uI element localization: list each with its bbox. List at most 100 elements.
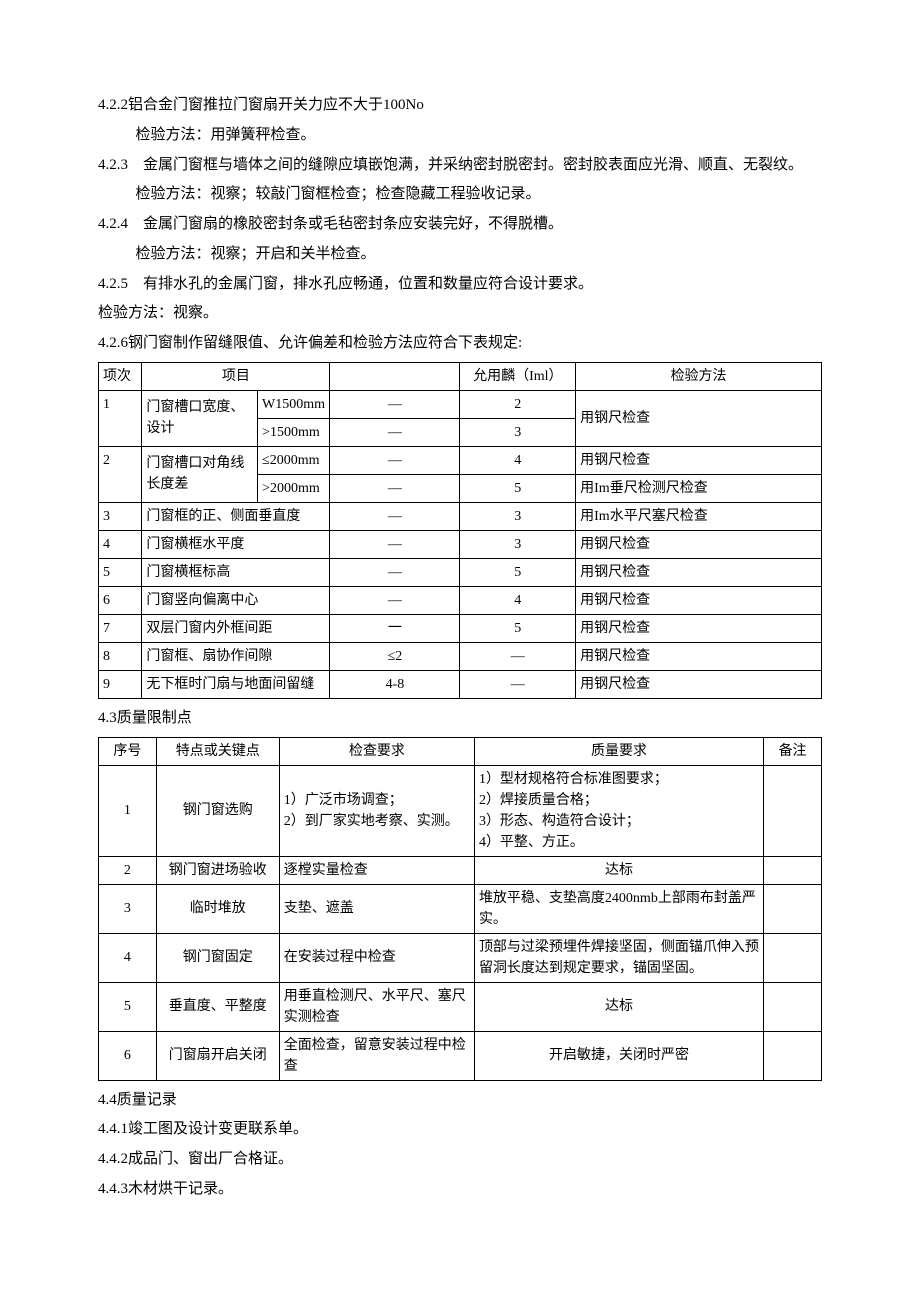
cell-note	[764, 884, 822, 933]
cell-key: 临时堆放	[156, 884, 279, 933]
cell-c4: 3	[460, 530, 576, 558]
cell-no: 6	[99, 1031, 157, 1080]
paragraph: 检验方法：视察；较敲门窗框检查；检查隐藏工程验收记录。	[98, 181, 822, 209]
cell-chk: 逐樘实量检查	[279, 856, 474, 884]
cell-no: 2	[99, 446, 142, 502]
cell-c4: 3	[460, 418, 576, 446]
table-row: 5 垂直度、平整度 用垂直检测尺、水平尺、塞尺实测检查 达标	[99, 982, 822, 1031]
cell-c4: 5	[460, 474, 576, 502]
cell-q: 开启敏捷，关闭时严密	[474, 1031, 763, 1080]
cell-key: 钢门窗进场验收	[156, 856, 279, 884]
control-point-table: 序号 特点或关键点 检查要求 质量要求 备注 1 钢门窗选购 1）广泛市场调查；…	[98, 737, 822, 1081]
cell-no: 7	[99, 614, 142, 642]
cell-no: 3	[99, 502, 142, 530]
cell-method: 用钢尺检查	[576, 642, 822, 670]
cell-chk: 1）广泛市场调查； 2）到厂家实地考察、实测。	[279, 765, 474, 856]
table-row: 4 钢门窗固定 在安装过程中检查 顶部与过梁预埋件焊接坚固，侧面锚爪伸入预留洞长…	[99, 933, 822, 982]
cell-proj: 无下框时门扇与地面间留缝	[142, 670, 330, 698]
cell-c4: 2	[460, 390, 576, 418]
cell-method: 用钢尺检查	[576, 446, 822, 474]
cell-no: 8	[99, 642, 142, 670]
cell-no: 1	[99, 390, 142, 446]
cell-key: 钢门窗固定	[156, 933, 279, 982]
th-allow: 允用麟（Iml）	[460, 362, 576, 390]
cell-note	[764, 933, 822, 982]
cell-no: 4	[99, 530, 142, 558]
table-row: 2 门窗槽口对角线长度差 ≤2000mm — 4 用钢尺检查	[99, 446, 822, 474]
table-row: 1 钢门窗选购 1）广泛市场调查； 2）到厂家实地考察、实测。 1）型材规格符合…	[99, 765, 822, 856]
table-row: 7 双层门窗内外框间距 一 5 用钢尺检查	[99, 614, 822, 642]
cell-key: 垂直度、平整度	[156, 982, 279, 1031]
cell-proj: 门窗槽口宽度、设计	[142, 390, 258, 446]
cell-q: 达标	[474, 982, 763, 1031]
section-heading: 4.4质量记录	[98, 1087, 822, 1115]
cell-key: 钢门窗选购	[156, 765, 279, 856]
cell-proj: 门窗框的正、侧面垂直度	[142, 502, 330, 530]
cell-note	[764, 1031, 822, 1080]
cell-sub: ≤2000mm	[258, 446, 330, 474]
cell-c3: 一	[330, 614, 460, 642]
cell-method: 用Im水平尺塞尺检查	[576, 502, 822, 530]
paragraph: 4.2.5 有排水孔的金属门窗，排水孔应畅通，位置和数量应符合设计要求。	[98, 271, 822, 299]
cell-no: 9	[99, 670, 142, 698]
cell-c3: —	[330, 530, 460, 558]
cell-c3: —	[330, 474, 460, 502]
cell-no: 2	[99, 856, 157, 884]
cell-proj: 门窗横框标高	[142, 558, 330, 586]
cell-c4: 5	[460, 614, 576, 642]
th-no: 项次	[99, 362, 142, 390]
cell-method: 用钢尺检查	[576, 670, 822, 698]
cell-note	[764, 765, 822, 856]
cell-note	[764, 856, 822, 884]
cell-key: 门窗扇开启关闭	[156, 1031, 279, 1080]
th-proj: 项目	[142, 362, 330, 390]
table-header-row: 序号 特点或关键点 检查要求 质量要求 备注	[99, 737, 822, 765]
cell-c4: 5	[460, 558, 576, 586]
cell-no: 3	[99, 884, 157, 933]
cell-c4: 4	[460, 586, 576, 614]
th-no: 序号	[99, 737, 157, 765]
table-row: 3 门窗框的正、侧面垂直度 — 3 用Im水平尺塞尺检查	[99, 502, 822, 530]
cell-q: 顶部与过梁预埋件焊接坚固，侧面锚爪伸入预留洞长度达到规定要求，锚固坚固。	[474, 933, 763, 982]
cell-no: 1	[99, 765, 157, 856]
cell-q: 1）型材规格符合标准图要求； 2）焊接质量合格； 3）形态、构造符合设计； 4）…	[474, 765, 763, 856]
table-row: 1 门窗槽口宽度、设计 W1500mm — 2 用钢尺检查	[99, 390, 822, 418]
cell-c3: —	[330, 586, 460, 614]
table-row: 3 临时堆放 支垫、遮盖 堆放平稳、支垫高度2400nmb上部雨布封盖严实。	[99, 884, 822, 933]
cell-note	[764, 982, 822, 1031]
cell-no: 5	[99, 982, 157, 1031]
cell-method: 用钢尺检查	[576, 530, 822, 558]
cell-method: 用钢尺检查	[576, 614, 822, 642]
cell-c3: —	[330, 446, 460, 474]
cell-sub: W1500mm	[258, 390, 330, 418]
cell-method: 用钢尺检查	[576, 390, 822, 446]
cell-c4: 3	[460, 502, 576, 530]
cell-c3: ≤2	[330, 642, 460, 670]
table-row: 6 门窗扇开启关闭 全面检查，留意安装过程中检查 开启敏捷，关闭时严密	[99, 1031, 822, 1080]
cell-proj: 门窗竖向偏离中心	[142, 586, 330, 614]
table-row: 9 无下框时门扇与地面间留缝 4-8 — 用钢尺检查	[99, 670, 822, 698]
table-row: 5 门窗横框标高 — 5 用钢尺检查	[99, 558, 822, 586]
cell-c3: —	[330, 390, 460, 418]
cell-chk: 用垂直检测尺、水平尺、塞尺实测检查	[279, 982, 474, 1031]
th-q: 质量要求	[474, 737, 763, 765]
paragraph: 4.4.1竣工图及设计变更联系单。	[98, 1116, 822, 1144]
cell-proj: 门窗框、扇协作间隙	[142, 642, 330, 670]
cell-method: 用钢尺检查	[576, 586, 822, 614]
th-note: 备注	[764, 737, 822, 765]
cell-c3: —	[330, 558, 460, 586]
section-heading: 4.3质量限制点	[98, 705, 822, 733]
deviation-table: 项次 项目 允用麟（Iml） 检验方法 1 门窗槽口宽度、设计 W1500mm …	[98, 362, 822, 699]
cell-no: 6	[99, 586, 142, 614]
table-row: 6 门窗竖向偏离中心 — 4 用钢尺检查	[99, 586, 822, 614]
paragraph: 4.2.3 金属门窗框与墙体之间的缝隙应填嵌饱满，并采纳密封脱密封。密封胶表面应…	[98, 152, 822, 180]
cell-chk: 在安装过程中检查	[279, 933, 474, 982]
cell-c4: 4	[460, 446, 576, 474]
cell-method: 用钢尺检查	[576, 558, 822, 586]
cell-method: 用Im垂尺检测尺检查	[576, 474, 822, 502]
cell-no: 4	[99, 933, 157, 982]
cell-q: 堆放平稳、支垫高度2400nmb上部雨布封盖严实。	[474, 884, 763, 933]
cell-no: 5	[99, 558, 142, 586]
paragraph: 4.2.2铝合金门窗推拉门窗扇开关力应不大于100No	[98, 92, 822, 120]
th-method: 检验方法	[576, 362, 822, 390]
